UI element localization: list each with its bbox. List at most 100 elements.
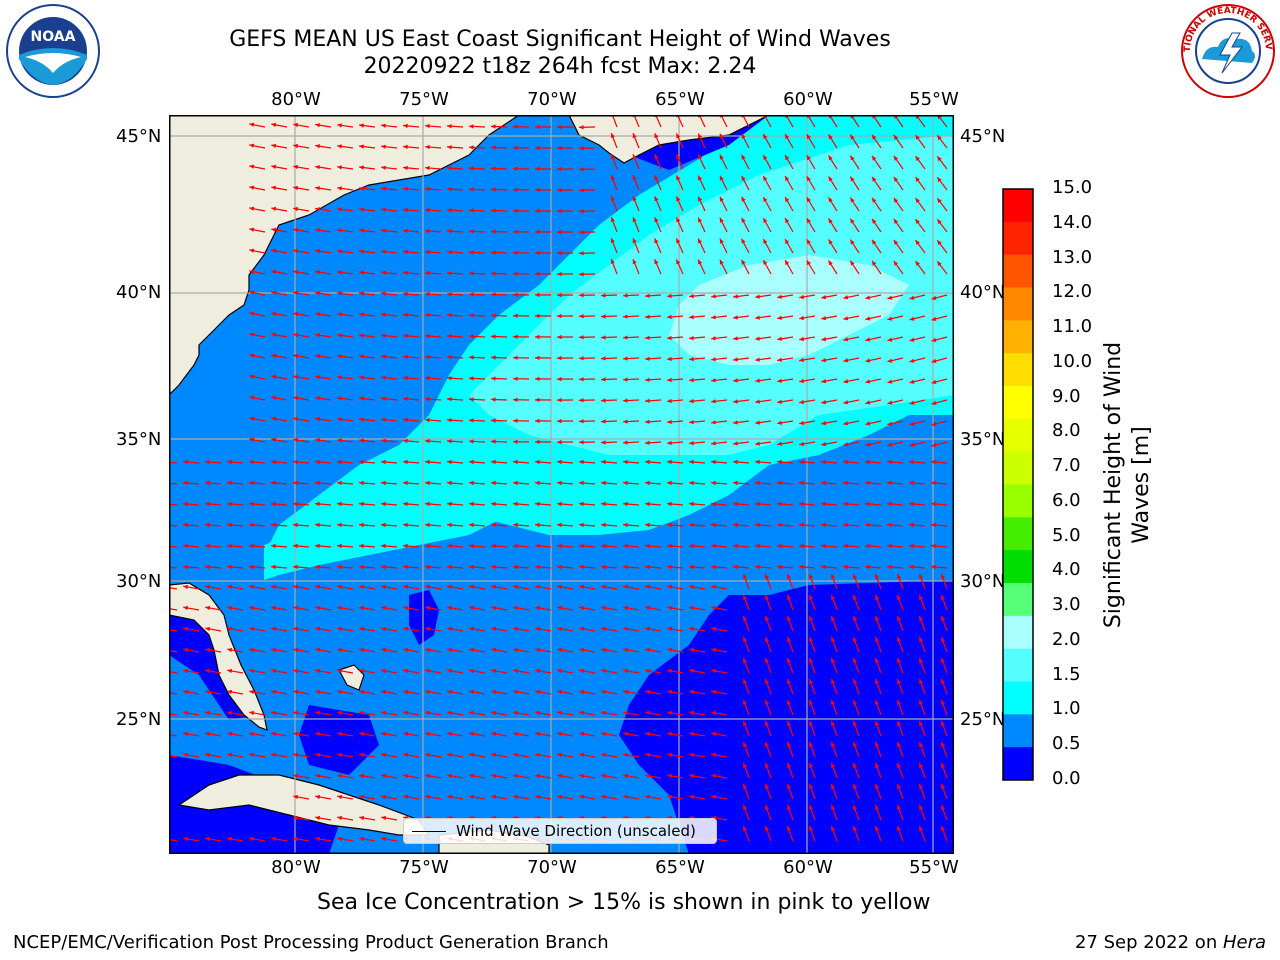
wave-direction-arrowhead bbox=[513, 647, 519, 653]
wave-direction-arrowhead bbox=[850, 197, 855, 203]
wave-direction-arrowhead bbox=[337, 668, 343, 674]
wave-direction-arrowhead bbox=[809, 742, 814, 747]
wave-direction-arrowhead bbox=[183, 710, 189, 716]
wave-direction-arrowhead bbox=[315, 333, 320, 338]
wave-direction-arrowhead bbox=[337, 249, 342, 254]
wave-direction-arrowhead bbox=[601, 543, 606, 549]
wave-direction-arrowhead bbox=[183, 689, 189, 695]
wave-direction-arrowhead bbox=[447, 752, 453, 758]
wave-direction-arrowhead bbox=[579, 731, 585, 737]
wave-direction-arrowhead bbox=[915, 135, 920, 140]
wave-direction-arrowhead bbox=[469, 731, 475, 737]
wave-direction-arrowhead bbox=[887, 564, 892, 570]
wave-direction-arrowhead bbox=[872, 197, 877, 203]
wave-direction-arrowhead bbox=[359, 249, 364, 254]
wave-direction-arrowhead bbox=[821, 379, 827, 384]
florida-land bbox=[169, 582, 268, 731]
wave-direction-arrowhead bbox=[579, 543, 584, 549]
colorbar-segment bbox=[1003, 451, 1033, 485]
wave-direction-arrowhead bbox=[865, 358, 871, 363]
wave-direction-arrowhead bbox=[293, 185, 298, 191]
wave-direction-arrowhead bbox=[293, 227, 298, 233]
wave-direction-arrowhead bbox=[403, 291, 408, 297]
wave-direction-arrowhead bbox=[787, 637, 792, 642]
wave-direction-arrowhead bbox=[711, 710, 717, 716]
wave-direction-arrowhead bbox=[733, 336, 738, 341]
wave-direction-arrowhead bbox=[271, 353, 277, 358]
wave-direction-arrowhead bbox=[513, 397, 518, 402]
wave-direction-arrowhead bbox=[491, 731, 497, 737]
colorbar-segment bbox=[1003, 583, 1033, 617]
wave-direction-arrowhead bbox=[513, 731, 519, 737]
wave-direction-arrowhead bbox=[909, 295, 915, 300]
wave-direction-arrowhead bbox=[403, 207, 408, 213]
wave-direction-arrowhead bbox=[676, 133, 681, 139]
wave-direction-arrowhead bbox=[359, 396, 364, 401]
wave-direction-arrowhead bbox=[875, 721, 880, 726]
wave-direction-arrowhead bbox=[447, 439, 452, 444]
wave-direction-arrowhead bbox=[919, 763, 924, 768]
wave-direction-arrowhead bbox=[425, 647, 431, 653]
wave-direction-arrowhead bbox=[249, 227, 255, 232]
wave-direction-arrowhead bbox=[359, 668, 365, 674]
wave-direction-arrowhead bbox=[227, 710, 233, 716]
wave-direction-arrowhead bbox=[667, 584, 673, 590]
wave-direction-arrowhead bbox=[763, 218, 768, 223]
colorbar-tick-label: 0.5 bbox=[1052, 733, 1081, 755]
wave-direction-arrowhead bbox=[937, 219, 942, 225]
wave-direction-arrowhead bbox=[337, 815, 343, 821]
wave-direction-arrowhead bbox=[645, 752, 651, 758]
wave-direction-arrowhead bbox=[601, 440, 606, 445]
wave-direction-arrowhead bbox=[865, 421, 871, 426]
wave-direction-arrowhead bbox=[755, 522, 760, 528]
wave-direction-arrowhead bbox=[381, 375, 386, 380]
wave-direction-arrowhead bbox=[447, 605, 453, 611]
wave-direction-arrowhead bbox=[654, 196, 659, 202]
wave-direction-arrowhead bbox=[941, 784, 946, 789]
wave-direction-arrowhead bbox=[711, 501, 716, 507]
wave-direction-arrowhead bbox=[809, 637, 814, 642]
map-subtitle: 20220922 t18z 264h fcst Max: 2.24 bbox=[363, 54, 757, 79]
wave-direction-arrowhead bbox=[806, 197, 811, 203]
wave-direction-arrowhead bbox=[271, 143, 277, 148]
wave-direction-arrowhead bbox=[557, 689, 563, 695]
wave-direction-arrowhead bbox=[403, 543, 408, 549]
wave-direction-arrowhead bbox=[941, 826, 946, 831]
wave-direction-arrowhead bbox=[315, 501, 320, 507]
wave-direction-arrowhead bbox=[337, 836, 343, 842]
wave-direction-arrowhead bbox=[469, 145, 474, 150]
map-title: GEFS MEAN US East Coast Significant Heig… bbox=[229, 27, 891, 52]
wave-direction-arrowhead bbox=[447, 543, 452, 549]
lon-top-75w: 75°W bbox=[399, 89, 449, 110]
wave-direction-arrowhead bbox=[491, 647, 497, 653]
wave-direction-arrowhead bbox=[315, 291, 320, 296]
wave-direction-arrowhead bbox=[491, 208, 496, 213]
wave-direction-arrowhead bbox=[337, 375, 342, 380]
wave-direction-arrowhead bbox=[799, 294, 804, 300]
wave-direction-arrowhead bbox=[667, 731, 673, 737]
wave-direction-arrowhead bbox=[359, 584, 365, 590]
wave-direction-arrowhead bbox=[337, 794, 343, 800]
wave-direction-arrowhead bbox=[831, 637, 836, 642]
wave-direction-arrowhead bbox=[315, 626, 321, 632]
wave-direction-arrowhead bbox=[887, 442, 893, 447]
wave-direction-arrowhead bbox=[227, 836, 233, 842]
wave-direction-arrowhead bbox=[535, 397, 540, 403]
wave-direction-arrowhead bbox=[491, 752, 497, 758]
wave-direction-arrowhead bbox=[359, 417, 364, 422]
wave-direction-arrowhead bbox=[689, 543, 694, 549]
wave-direction-arrowhead bbox=[491, 710, 497, 716]
wave-direction-arrowhead bbox=[513, 668, 519, 674]
wave-direction-arrowhead bbox=[271, 185, 277, 190]
wave-direction-arrowhead bbox=[931, 501, 936, 507]
wave-direction-arrowhead bbox=[293, 752, 299, 758]
wave-direction-arrowhead bbox=[897, 826, 902, 831]
wave-direction-arrowhead bbox=[787, 826, 792, 831]
wave-direction-arrowhead bbox=[315, 438, 320, 443]
wave-direction-arrowhead bbox=[557, 584, 563, 590]
wave-direction-arrowhead bbox=[425, 773, 431, 779]
wave-direction-arrowhead bbox=[919, 574, 924, 579]
wave-direction-arrowhead bbox=[909, 316, 915, 321]
wave-direction-arrowhead bbox=[763, 239, 768, 244]
wave-direction-arrowhead bbox=[293, 374, 298, 380]
